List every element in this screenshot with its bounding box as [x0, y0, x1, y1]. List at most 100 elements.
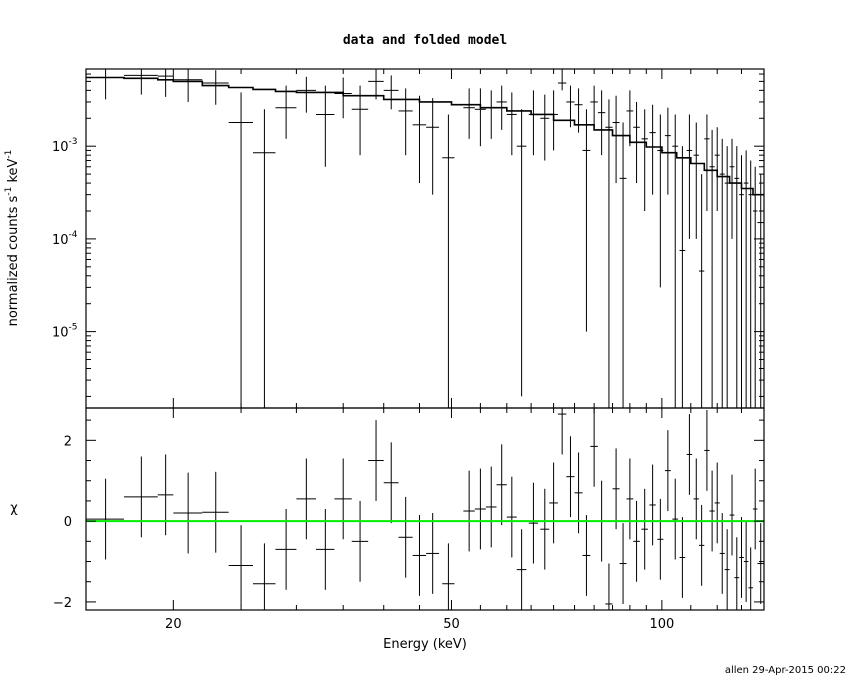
data-point: [743, 150, 749, 408]
residual-point: [540, 488, 550, 570]
residual-point: [275, 509, 297, 590]
residual-point: [398, 496, 413, 578]
ylabel-sup-2: -1: [4, 150, 14, 159]
residual-point: [757, 523, 764, 604]
data-point: [649, 104, 656, 195]
residual-point: [626, 458, 634, 540]
x-axis-label: Energy (keV): [383, 637, 467, 652]
lower-y-tick-labels: −2 0 2: [53, 434, 72, 611]
residual-point: [612, 448, 620, 530]
ylabel-sup-1: -1: [4, 187, 14, 196]
data-point: [334, 77, 352, 119]
residual-point: [679, 517, 686, 598]
y-tick-label: 0: [64, 515, 72, 530]
upper-y-axis-label: normalized counts s-1 keV-1: [4, 150, 21, 327]
data-point: [485, 90, 497, 139]
data-point: [383, 75, 399, 110]
residual-point: [442, 543, 455, 610]
residual-point: [496, 444, 507, 526]
residual-marks: [86, 408, 764, 610]
data-point: [704, 114, 710, 211]
residual-point: [566, 436, 575, 518]
residual-point: [412, 515, 427, 596]
residual-point: [649, 464, 656, 546]
data-point: [275, 85, 297, 139]
residual-point: [557, 408, 567, 455]
residual-point: [506, 476, 517, 558]
data-point: [748, 160, 753, 408]
data-point: [368, 69, 384, 100]
data-point: [426, 98, 440, 195]
data-point: [86, 69, 124, 100]
upper-axis-ticks: [85, 69, 765, 408]
ylabel-main: normalized counts s: [6, 195, 21, 326]
residual-point: [86, 478, 124, 560]
residual-point: [724, 529, 730, 610]
residual-point: [351, 500, 369, 582]
upper-y-tick-labels: 10-5 10-4 10-3: [52, 137, 78, 340]
data-point: [734, 146, 740, 408]
data-point: [679, 146, 686, 408]
x-tick-labels: 20 50 100: [165, 617, 674, 632]
residual-point: [752, 468, 758, 550]
residual-point: [315, 509, 335, 590]
model-curve: [86, 76, 764, 196]
residual-point: [641, 488, 648, 570]
data-point: [605, 99, 613, 408]
data-point: [686, 114, 693, 239]
data-point: [252, 109, 276, 408]
data-point: [228, 92, 253, 408]
residual-point: [664, 430, 671, 512]
data-point: [157, 69, 174, 97]
data-point: [474, 88, 486, 147]
residual-point: [516, 529, 527, 610]
residual-point: [590, 408, 598, 487]
residual-point: [157, 454, 174, 536]
residual-point: [228, 525, 253, 606]
data-point: [528, 90, 539, 156]
residual-point: [528, 482, 539, 564]
data-point: [590, 85, 598, 128]
residual-point: [748, 547, 753, 610]
x-tick-label: 100: [649, 617, 674, 632]
data-point: [612, 95, 620, 184]
upper-panel: 10-510-410-3 normalized counts s-1 keV-1: [4, 68, 765, 409]
residual-point: [619, 523, 627, 604]
data-point: [693, 122, 699, 239]
data-point: [351, 85, 369, 156]
residual-point: [709, 470, 715, 552]
lower-panel: −2 0 2 20 50 100 χ Energy (keV): [10, 407, 765, 652]
x-tick-label: 50: [443, 617, 460, 632]
data-point: [398, 88, 413, 156]
footer-credit: allen 29-Apr-2015 00:22: [725, 665, 846, 676]
ylabel-mid: keV: [6, 158, 21, 186]
residual-point: [693, 458, 699, 540]
upper-data-marks: [86, 69, 764, 408]
data-point: [202, 70, 229, 105]
lower-plot-frame: [85, 407, 765, 611]
data-point: [540, 94, 550, 161]
data-point: [698, 174, 705, 408]
residual-point: [485, 466, 497, 548]
residual-point: [368, 420, 384, 501]
residual-point: [714, 462, 720, 544]
residual-point: [719, 513, 725, 594]
data-point: [619, 122, 627, 408]
data-point: [664, 107, 671, 195]
residual-point: [657, 498, 664, 580]
data-point: [657, 114, 664, 288]
data-point: [296, 76, 316, 113]
residual-point: [582, 515, 591, 596]
residual-point: [463, 470, 475, 552]
residual-point: [729, 474, 735, 556]
y-tick-label: 10-4: [52, 230, 78, 248]
data-point: [463, 88, 475, 139]
data-point: [641, 109, 648, 211]
residual-point: [474, 468, 486, 550]
data-point: [173, 69, 203, 102]
data-point: [739, 155, 744, 408]
data-point: [582, 109, 591, 332]
data-point: [729, 138, 735, 239]
lower-y-axis-label: χ: [10, 501, 18, 516]
